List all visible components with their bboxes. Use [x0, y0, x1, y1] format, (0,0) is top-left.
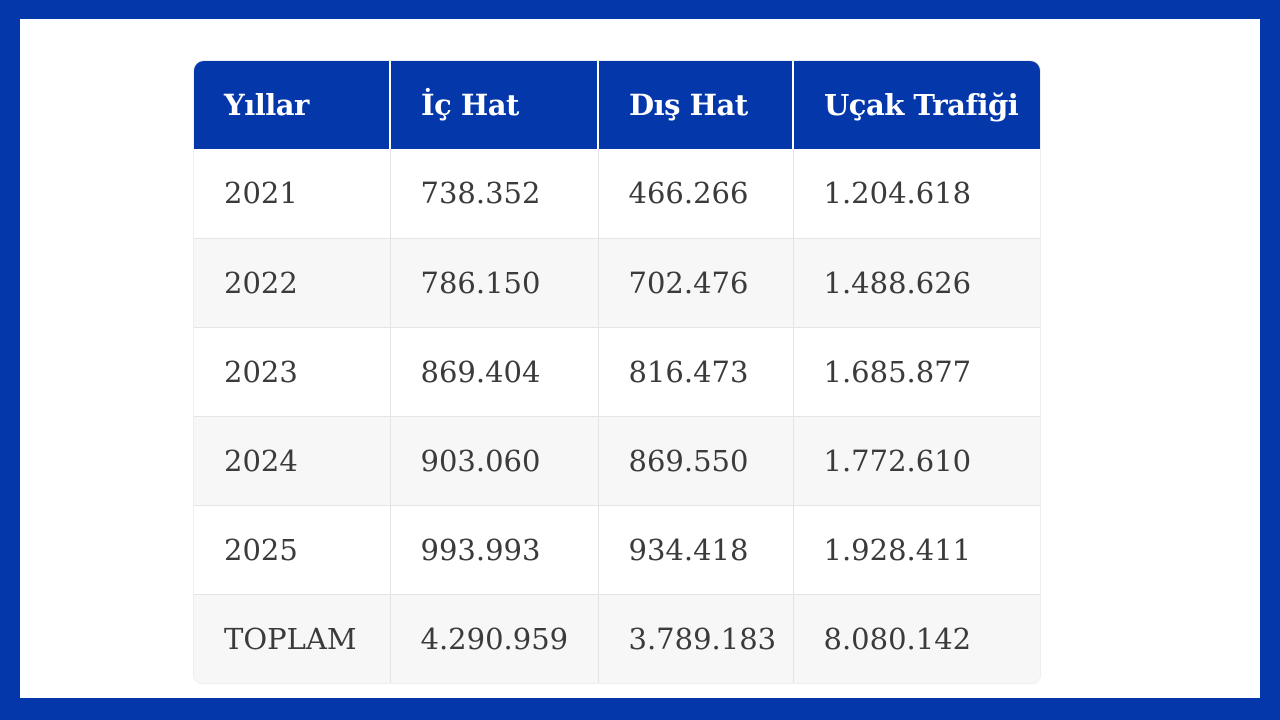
- header-aircraft-traffic: Uçak Trafiği: [793, 61, 1040, 149]
- cell-international: 702.476: [598, 238, 794, 328]
- cell-year: 2025: [194, 505, 391, 595]
- table-row: 2024 903.060 869.550 1.772.610: [194, 416, 1040, 506]
- cell-aircraft-traffic: 1.772.610: [793, 416, 1040, 506]
- cell-year: 2024: [194, 416, 391, 506]
- header-row: Yıllar İç Hat Dış Hat Uçak Trafiği: [194, 61, 1040, 149]
- cell-total-label: TOPLAM: [194, 594, 391, 683]
- header-international: Dış Hat: [598, 61, 794, 149]
- cell-domestic: 869.404: [390, 327, 599, 417]
- table-total-row: TOPLAM 4.290.959 3.789.183 8.080.142: [194, 594, 1040, 683]
- header-years: Yıllar: [194, 61, 391, 149]
- cell-aircraft-traffic: 1.928.411: [793, 505, 1040, 595]
- cell-year: 2023: [194, 327, 391, 417]
- table-row: 2021 738.352 466.266 1.204.618: [194, 149, 1040, 239]
- cell-aircraft-traffic: 1.204.618: [793, 149, 1040, 239]
- traffic-table-container: Yıllar İç Hat Dış Hat Uçak Trafiği 2021 …: [194, 61, 1040, 683]
- content-canvas: Yıllar İç Hat Dış Hat Uçak Trafiği 2021 …: [20, 19, 1260, 698]
- cell-domestic: 786.150: [390, 238, 599, 328]
- table-row: 2023 869.404 816.473 1.685.877: [194, 327, 1040, 417]
- air-traffic-table: Yıllar İç Hat Dış Hat Uçak Trafiği 2021 …: [194, 61, 1040, 683]
- cell-international: 869.550: [598, 416, 794, 506]
- cell-domestic: 738.352: [390, 149, 599, 239]
- table-row: 2025 993.993 934.418 1.928.411: [194, 505, 1040, 595]
- cell-aircraft-traffic: 1.488.626: [793, 238, 1040, 328]
- cell-total-domestic: 4.290.959: [390, 594, 599, 683]
- table-header: Yıllar İç Hat Dış Hat Uçak Trafiği: [194, 61, 1040, 149]
- table-body: 2021 738.352 466.266 1.204.618 2022 786.…: [194, 149, 1040, 683]
- cell-domestic: 993.993: [390, 505, 599, 595]
- cell-year: 2021: [194, 149, 391, 239]
- header-domestic: İç Hat: [390, 61, 599, 149]
- cell-year: 2022: [194, 238, 391, 328]
- cell-aircraft-traffic: 1.685.877: [793, 327, 1040, 417]
- cell-international: 934.418: [598, 505, 794, 595]
- cell-total-aircraft-traffic: 8.080.142: [793, 594, 1040, 683]
- cell-international: 816.473: [598, 327, 794, 417]
- cell-total-international: 3.789.183: [598, 594, 794, 683]
- table-row: 2022 786.150 702.476 1.488.626: [194, 238, 1040, 328]
- cell-domestic: 903.060: [390, 416, 599, 506]
- cell-international: 466.266: [598, 149, 794, 239]
